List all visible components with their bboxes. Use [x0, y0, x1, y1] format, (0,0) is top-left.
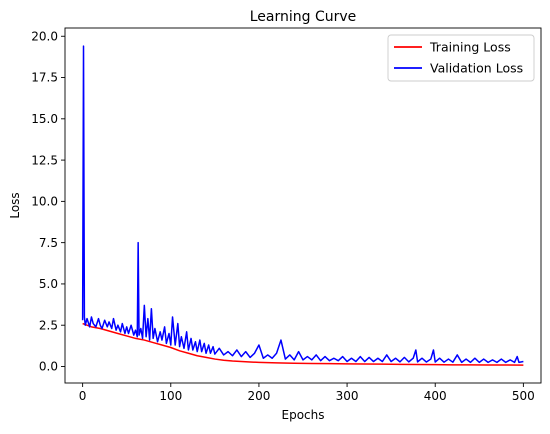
- y-tick-label: 17.5: [31, 71, 58, 85]
- y-tick-label: 20.0: [31, 29, 58, 43]
- y-tick-label: 12.5: [31, 153, 58, 167]
- y-tick-label: 0.0: [39, 360, 58, 374]
- y-tick-label: 5.0: [39, 277, 58, 291]
- x-axis-ticks: 0 100 200 300 400 500: [79, 383, 535, 403]
- x-tick-label: 500: [512, 389, 535, 403]
- y-tick-label: 2.5: [39, 318, 58, 332]
- chart-title: Learning Curve: [250, 9, 357, 25]
- y-tick-label: 15.0: [31, 112, 58, 126]
- legend: Training Loss Validation Loss: [387, 34, 535, 82]
- y-axis-ticks: 0.0 2.5 5.0 7.5 10.0 12.5 15.0 17.5 20.0: [31, 29, 65, 374]
- series-layer: [81, 45, 524, 366]
- legend-label-training-loss: Training Loss: [429, 40, 511, 55]
- y-tick-label: 10.0: [31, 195, 58, 209]
- x-axis-label: Epochs: [282, 408, 325, 422]
- x-tick-label: 300: [336, 389, 359, 403]
- x-tick-label: 400: [424, 389, 447, 403]
- x-tick-label: 100: [159, 389, 182, 403]
- y-axis-label: Loss: [8, 192, 22, 218]
- y-tick-label: 7.5: [39, 236, 58, 250]
- legend-box: [387, 34, 535, 82]
- series-line-validation-loss: [81, 45, 524, 364]
- series-line-training-loss: [82, 322, 524, 366]
- x-tick-label: 200: [247, 389, 270, 403]
- legend-label-validation-loss: Validation Loss: [430, 61, 523, 76]
- plot-area-frame: [64, 27, 542, 384]
- x-tick-label: 0: [79, 389, 87, 403]
